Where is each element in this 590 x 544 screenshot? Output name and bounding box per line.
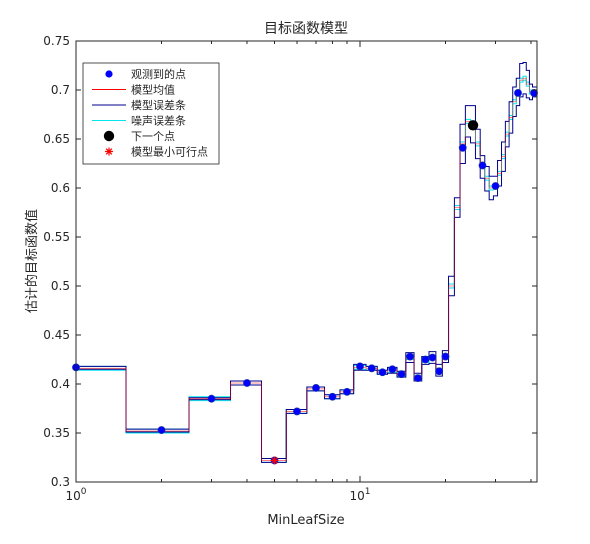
legend-box — [82, 62, 220, 165]
observed-point — [397, 370, 406, 379]
y-tick-label: 0.65 — [43, 132, 70, 146]
observed-point — [312, 384, 320, 392]
observed-point — [388, 365, 397, 374]
observed-point — [293, 407, 301, 416]
observed-point — [478, 161, 487, 170]
y-tick-label: 0.55 — [43, 230, 70, 244]
legend-label: 噪声误差条 — [131, 114, 186, 128]
observed-point — [530, 89, 538, 97]
legend-label: 模型均值 — [131, 83, 175, 97]
y-tick-label: 0.7 — [51, 83, 70, 97]
y-tick-label: 0.45 — [43, 328, 70, 342]
chart-title: 目标函数模型 — [264, 21, 348, 37]
y-axis-label: 估计的目标函数值 — [24, 209, 40, 313]
y-tick-label: 0.6 — [51, 181, 70, 195]
x-tick-label: 101 — [349, 487, 370, 503]
legend-label: 观测到的点 — [131, 67, 186, 81]
legend-symbol — [103, 130, 115, 142]
legend-label: 下一个点 — [131, 130, 175, 143]
y-tick-label: 0.3 — [51, 475, 70, 489]
y-tick-label: 0.35 — [43, 426, 70, 440]
axes-layer: 0.3 0.35 0.4 0.45 0.5 0.55 0.6 0.65 0.7 0.75 100 10… — [43, 34, 538, 503]
x-axis-label: MinLeafSize — [267, 513, 344, 528]
observed-point — [378, 368, 387, 377]
min-feasible-point — [270, 456, 279, 465]
x-tick-label: 100 — [65, 487, 86, 503]
observed-point — [435, 367, 444, 376]
model-mean-layer — [76, 77, 537, 461]
observed-point — [356, 362, 364, 371]
y-tick-label: 0.75 — [43, 34, 70, 48]
model-mean-line — [76, 77, 537, 461]
observed-point — [414, 374, 422, 383]
observed-point — [343, 387, 351, 396]
legend-label: 模型误差条 — [131, 98, 186, 112]
axes-frame — [75, 40, 538, 483]
observed-point — [157, 426, 166, 434]
observed-point — [207, 394, 216, 403]
observed-point — [328, 392, 337, 401]
observed-point — [406, 352, 414, 361]
observed-point — [458, 143, 467, 152]
legend-label: 模型最小可行点 — [131, 145, 208, 159]
observed-point — [243, 379, 251, 387]
observed-point — [441, 352, 450, 361]
y-tick-label: 0.4 — [51, 377, 70, 391]
observed-point — [367, 364, 376, 373]
observed-point — [421, 355, 430, 364]
observed-point — [491, 182, 500, 190]
y-tick-label: 0.5 — [51, 279, 70, 293]
observed-point — [428, 353, 437, 362]
next-point — [467, 120, 479, 131]
observed-point — [514, 89, 522, 97]
legend-symbol — [105, 70, 113, 78]
special-points-layer — [270, 120, 479, 465]
legend-symbol — [105, 147, 113, 156]
